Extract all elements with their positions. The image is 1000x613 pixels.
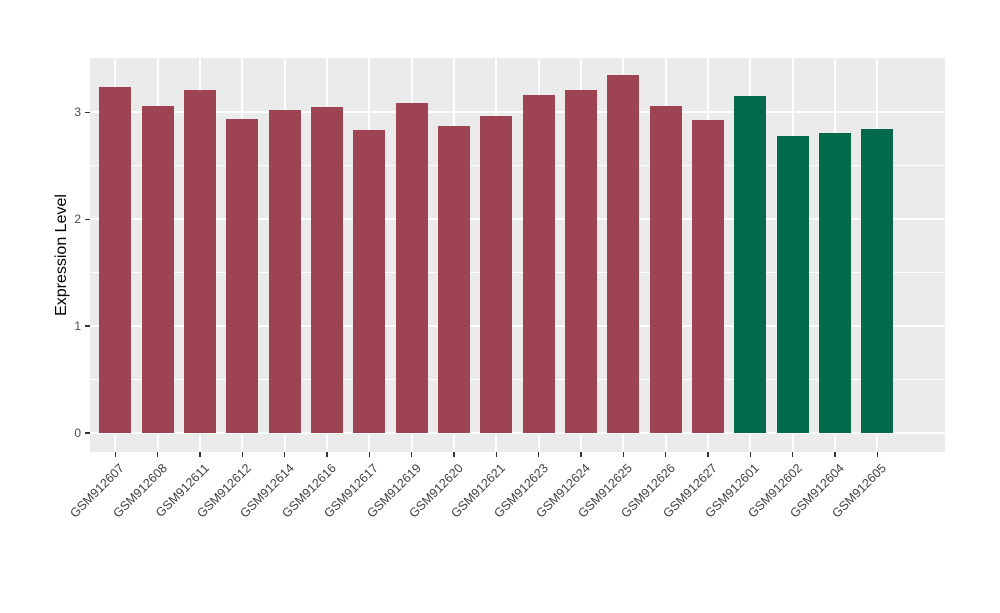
bar-GSM912621 [480,115,513,433]
bar-GSM912623 [522,95,555,433]
x-tick-mark-GSM912625 [622,452,625,457]
bar-GSM912611 [184,90,217,433]
gridline-minor-y-2.5 [90,165,945,167]
bar-GSM912614 [268,110,301,433]
bar-GSM912601 [734,96,767,433]
bar-GSM912626 [649,106,682,433]
bar-GSM912617 [353,129,386,433]
bar-GSM912612 [226,118,259,433]
bar-GSM912607 [99,86,132,433]
y-tick-label-1: 1 [74,319,81,334]
y-tick-mark-3 [85,111,90,114]
x-tick-mark-GSM912601 [749,452,752,457]
x-tick-mark-GSM912623 [537,452,540,457]
x-tick-mark-GSM912611 [199,452,201,457]
y-tick-label-2: 2 [74,212,81,227]
x-tick-mark-GSM912620 [453,452,455,457]
x-tick-mark-GSM912612 [241,452,244,457]
x-tick-mark-GSM912614 [283,452,286,457]
x-tick-mark-GSM912605 [876,452,879,457]
bar-GSM912624 [564,90,597,433]
x-tick-mark-GSM912602 [791,452,794,457]
bar-GSM912625 [607,75,640,433]
x-tick-mark-GSM912608 [156,452,159,457]
bar-GSM912616 [311,107,344,433]
y-tick-mark-0 [85,432,90,434]
x-tick-mark-GSM912607 [114,452,117,457]
plot-panel [90,58,945,452]
bar-GSM912604 [818,132,851,433]
bar-GSM912627 [691,119,724,433]
bar-GSM912619 [395,102,428,433]
bar-GSM912602 [776,135,809,433]
gridline-major-y-2 [90,218,945,221]
y-tick-mark-2 [85,218,90,221]
x-tick-mark-GSM912619 [410,452,413,457]
gridline-major-y-3 [90,111,945,114]
x-tick-mark-GSM912626 [664,452,667,457]
bar-GSM912608 [141,106,174,433]
gridline-major-y-1 [90,325,945,328]
bar-GSM912620 [438,126,470,433]
x-tick-label-GSM912607: GSM912607 [67,461,128,521]
bar-GSM912605 [861,128,894,433]
gridline-major-y-0 [90,431,945,434]
x-tick-mark-GSM912624 [580,452,582,457]
x-tick-mark-GSM912627 [707,452,709,457]
x-tick-mark-GSM912617 [368,452,371,457]
y-tick-label-0: 0 [74,425,81,440]
y-tick-label-3: 3 [74,105,81,120]
x-tick-mark-GSM912604 [834,452,836,457]
x-tick-mark-GSM912616 [326,452,328,457]
gridline-minor-y-1.5 [90,272,945,274]
y-tick-mark-1 [85,325,90,327]
x-tick-mark-GSM912621 [495,452,498,457]
gridline-minor-y-0.5 [90,379,945,381]
